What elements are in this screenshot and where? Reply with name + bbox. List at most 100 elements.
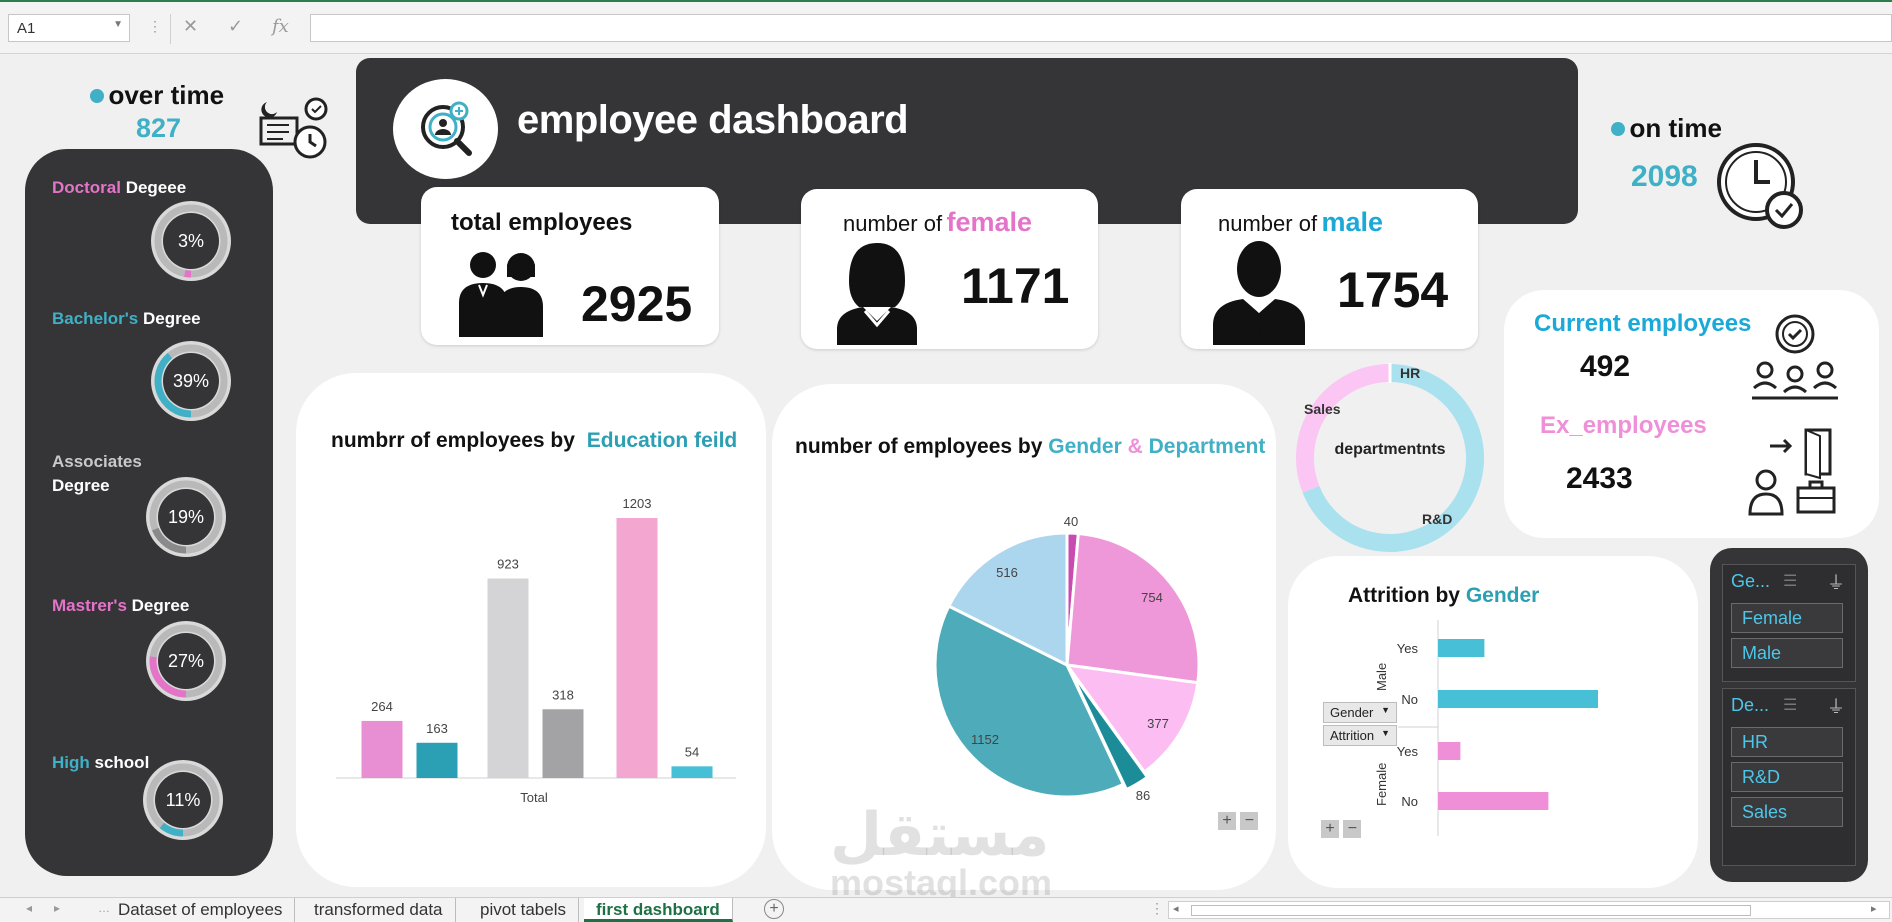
tab-dataset-of-employees[interactable]: Dataset of employees: [106, 898, 296, 922]
enter-icon[interactable]: ✓: [228, 16, 244, 37]
donut-center: [163, 353, 219, 409]
degree-label-second: school: [89, 753, 150, 772]
attrition-filter-button[interactable]: Attrition ▼: [1323, 725, 1397, 746]
male-card: number of male 1754: [1181, 189, 1478, 349]
female-prefix: number of: [843, 211, 943, 236]
multi-select-icon[interactable]: ☰: [1783, 697, 1798, 714]
education-bar-value: 923: [497, 557, 519, 572]
employees-status-card: Current employees 492 Ex_employees 2433: [1504, 290, 1879, 538]
attrition-title-highlight: Gender: [1465, 584, 1540, 607]
add-sheet-icon[interactable]: +: [764, 899, 784, 919]
male-icon: [1213, 241, 1305, 345]
gender-slicer: Ge... ☰ ⏚ Female Male: [1722, 564, 1856, 682]
ontime-value: 2098: [1631, 160, 1698, 193]
tab-pivot-tabels[interactable]: pivot tabels: [468, 898, 579, 922]
education-chart-title: numbrr of employees by Education feild: [331, 429, 737, 453]
department-donut-center-label: departmentnts: [1334, 441, 1445, 458]
scroll-left-icon[interactable]: ◂: [26, 901, 33, 915]
tab-first-dashboard[interactable]: first dashboard: [584, 898, 733, 922]
bullet-icon: [1611, 121, 1625, 136]
degree-percent: 3%: [178, 231, 204, 251]
education-title-prefix: numbrr of employees by: [331, 429, 575, 452]
degree-label-first: Associates: [52, 452, 142, 471]
pie-slice: [946, 531, 1069, 668]
education-bar: [616, 518, 658, 778]
horizontal-scrollbar[interactable]: ◂ ▸: [1168, 901, 1890, 919]
dashboard-title: employee dashboard: [517, 98, 909, 142]
degree-label: Bachelor's Degree: [52, 307, 201, 331]
attrition-chart-card: Attrition by Gender Yes No Yes No Male Female…: [1288, 556, 1698, 888]
chevron-down-icon[interactable]: ▼: [113, 19, 123, 30]
pie-slice-value: 754: [1141, 590, 1163, 605]
attrition-title-prefix: Attrition by: [1348, 584, 1460, 607]
multi-select-icon[interactable]: ☰: [1783, 573, 1798, 590]
degree-label-second: Degree: [138, 309, 201, 328]
more-options-icon[interactable]: ⋮: [1150, 900, 1164, 916]
male-title: number of male: [1218, 207, 1383, 238]
insert-function-icon[interactable]: fx: [272, 16, 289, 37]
degree-label: Associates Degree: [52, 450, 142, 498]
department-arcs: [1296, 363, 1484, 552]
more-options-icon[interactable]: ⋮: [148, 18, 162, 34]
gender-filter-button[interactable]: Gender ▼: [1323, 702, 1397, 723]
total-employees-card: total employees 2925: [421, 187, 719, 345]
dept-arc: [1296, 364, 1391, 493]
slicer-item-rd[interactable]: R&D: [1731, 762, 1843, 792]
education-bar: [487, 578, 529, 778]
clear-filter-icon[interactable]: ⏚: [1827, 573, 1845, 593]
degree-donut: 11%: [143, 760, 223, 840]
degree-label: Mastrer's Degree: [52, 594, 189, 618]
tab-transformed-data[interactable]: transformed data: [302, 898, 456, 922]
pie-slice-value: 377: [1147, 716, 1169, 731]
slicer-item-hr[interactable]: HR: [1731, 727, 1843, 757]
degree-percent: 27%: [168, 651, 204, 671]
education-bar-value: 318: [552, 687, 574, 702]
divider: [170, 14, 171, 44]
slicer-item-female[interactable]: Female: [1731, 603, 1843, 633]
people-icon: [459, 252, 543, 337]
dept-label-rd: R&D: [1422, 511, 1452, 527]
degree-label-second: Degree: [126, 596, 190, 615]
gender-dept-title-amp: &: [1127, 435, 1143, 458]
degree-label: High school: [52, 751, 149, 775]
degree-donut: 27%: [146, 621, 226, 701]
pie-slice-value: 516: [996, 565, 1018, 580]
education-bar-value: 163: [426, 721, 448, 736]
window-top-accent: [0, 0, 1892, 2]
scrollbar-thumb[interactable]: [1191, 905, 1751, 916]
clear-filter-icon[interactable]: ⏚: [1827, 697, 1845, 717]
education-bar: [361, 720, 403, 778]
attrition-row-label: Yes: [1397, 744, 1419, 759]
formula-input[interactable]: [310, 14, 1892, 42]
scroll-right-icon[interactable]: ▸: [54, 901, 61, 915]
attrition-bar: [1438, 792, 1549, 810]
more-sheets-icon[interactable]: …: [98, 901, 110, 915]
collapse-icon[interactable]: −: [1343, 820, 1362, 838]
gender-filter-label: Gender: [1330, 705, 1374, 720]
scroll-left-icon[interactable]: ◂: [1173, 903, 1179, 915]
slicer-item-sales[interactable]: Sales: [1731, 797, 1843, 827]
expand-icon[interactable]: +: [1218, 812, 1236, 830]
total-employees-label: total employees: [451, 209, 633, 236]
cancel-icon[interactable]: ✕: [183, 16, 199, 37]
pie-slice-value: 40: [1064, 514, 1078, 529]
degree-donut: 3%: [151, 201, 231, 281]
pie-slice-value: 86: [1136, 788, 1150, 803]
slicer-item-male[interactable]: Male: [1731, 638, 1843, 668]
degree-percent: 39%: [173, 371, 209, 391]
gender-dept-title-prefix: number of employees by: [795, 435, 1043, 458]
ex-employees-value: 2433: [1566, 462, 1633, 495]
name-box[interactable]: A1 ▼: [8, 14, 130, 42]
scroll-right-icon[interactable]: ▸: [1871, 903, 1877, 915]
pie-slice: [933, 604, 1126, 799]
dept-arc: [1302, 366, 1484, 552]
chevron-down-icon: ▼: [1381, 728, 1390, 738]
donut-value-arc: [154, 352, 192, 418]
team-approved-icon: [1752, 314, 1838, 400]
sheet-tab-bar: ◂ ▸ … Dataset of employees transformed d…: [0, 897, 1892, 922]
attrition-bar-chart: Yes No Yes No Male Female: [1374, 620, 1598, 836]
expand-icon[interactable]: +: [1321, 820, 1339, 838]
pie-slice: [1065, 531, 1201, 685]
collapse-icon[interactable]: −: [1240, 812, 1259, 830]
attrition-bar: [1438, 742, 1461, 760]
